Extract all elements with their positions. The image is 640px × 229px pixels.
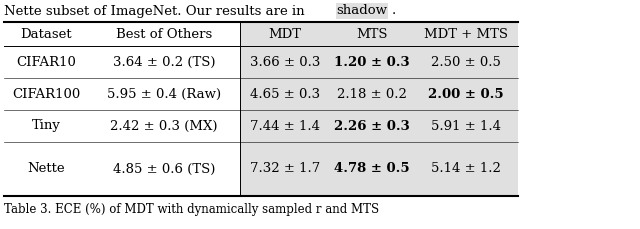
Text: 2.00 ± 0.5: 2.00 ± 0.5 — [428, 87, 504, 101]
Text: .: . — [392, 5, 396, 17]
Text: 4.65 ± 0.3: 4.65 ± 0.3 — [250, 87, 320, 101]
Bar — [336, 3, 388, 19]
Text: Dataset: Dataset — [20, 27, 72, 41]
Text: 5.95 ± 0.4 (Raw): 5.95 ± 0.4 (Raw) — [107, 87, 221, 101]
Text: Nette subset of ImageNet. Our results are in: Nette subset of ImageNet. Our results ar… — [4, 5, 305, 17]
Text: Table 3. ECE (%) of MDT with dynamically sampled r and MTS: Table 3. ECE (%) of MDT with dynamically… — [4, 204, 379, 216]
Text: 2.42 ± 0.3 (MX): 2.42 ± 0.3 (MX) — [110, 120, 218, 133]
Text: Best of Others: Best of Others — [116, 27, 212, 41]
Bar — [240, 142, 518, 196]
Text: 4.85 ± 0.6 (TS): 4.85 ± 0.6 (TS) — [113, 163, 215, 175]
Text: 5.14 ± 1.2: 5.14 ± 1.2 — [431, 163, 501, 175]
Bar — [240, 22, 518, 46]
Text: 2.26 ± 0.3: 2.26 ± 0.3 — [334, 120, 410, 133]
Text: Nette: Nette — [27, 163, 65, 175]
Text: 4.78 ± 0.5: 4.78 ± 0.5 — [334, 163, 410, 175]
Text: 2.18 ± 0.2: 2.18 ± 0.2 — [337, 87, 407, 101]
Text: CIFAR10: CIFAR10 — [16, 55, 76, 68]
Text: MTS: MTS — [356, 27, 388, 41]
Bar — [240, 46, 518, 78]
Text: 7.44 ± 1.4: 7.44 ± 1.4 — [250, 120, 320, 133]
Text: 2.50 ± 0.5: 2.50 ± 0.5 — [431, 55, 501, 68]
Text: CIFAR100: CIFAR100 — [12, 87, 80, 101]
Text: 3.66 ± 0.3: 3.66 ± 0.3 — [250, 55, 320, 68]
Text: Tiny: Tiny — [31, 120, 60, 133]
Bar — [240, 78, 518, 110]
Bar — [240, 142, 518, 174]
Text: shadow: shadow — [337, 5, 387, 17]
Text: MDT: MDT — [269, 27, 301, 41]
Text: 3.64 ± 0.2 (TS): 3.64 ± 0.2 (TS) — [113, 55, 215, 68]
Text: MDT + MTS: MDT + MTS — [424, 27, 508, 41]
Text: 5.91 ± 1.4: 5.91 ± 1.4 — [431, 120, 501, 133]
Text: 1.20 ± 0.3: 1.20 ± 0.3 — [334, 55, 410, 68]
Text: 7.32 ± 1.7: 7.32 ± 1.7 — [250, 163, 320, 175]
Bar — [240, 110, 518, 142]
